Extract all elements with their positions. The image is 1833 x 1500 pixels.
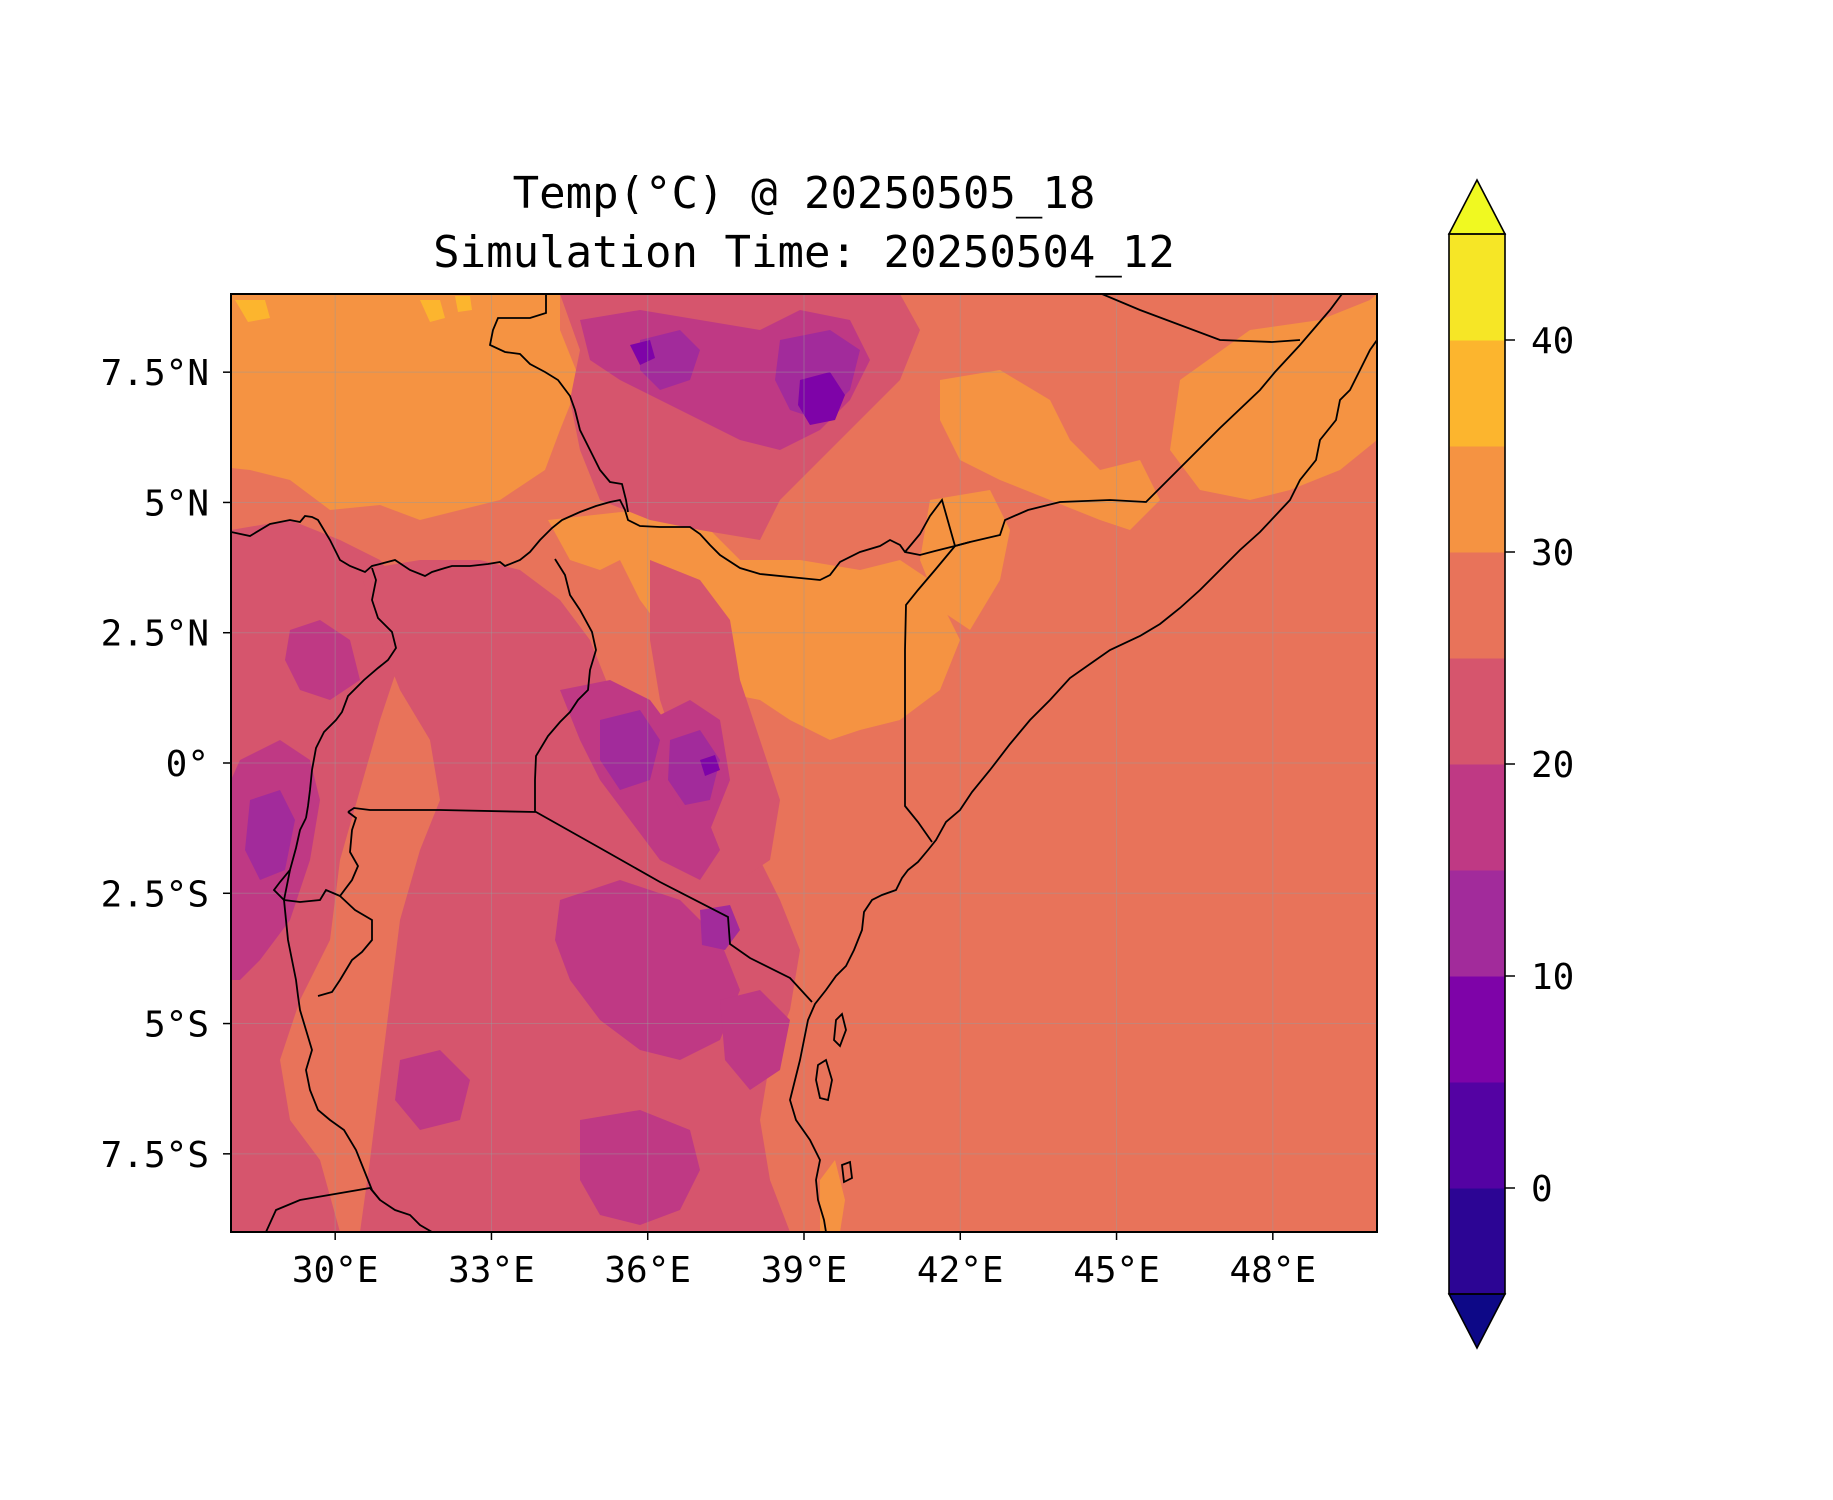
border-ethiopia-somalia [954,294,1343,547]
border-uganda-west [305,567,397,819]
colorbar-segment [1449,234,1505,341]
island-pemba [833,1012,847,1048]
colorbar-segment [1449,764,1505,871]
y-tick-label: 7.5°S [101,1135,209,1176]
colorbar-segment [1449,658,1505,765]
border-kenya-ethiopia [904,498,956,553]
coastline-somalia [789,339,1377,1232]
border-zambia-tanzania [265,1187,433,1232]
islands [815,1012,853,1184]
colorbar-segment [1449,1188,1505,1295]
border-somaliland [1101,294,1301,343]
border-south-sudan-north [231,498,971,581]
x-tick-label: 48°E [1229,1250,1316,1291]
map-gridlines [231,294,1377,1232]
y-tick-label: 7.5°N [101,353,209,394]
border-south-sudan-ethiopia [488,294,629,513]
island-mafia [841,1160,853,1184]
colorbar-tick-label: 30 [1531,533,1574,574]
y-tick-label: 2.5°S [101,874,209,915]
colorbar-segment [1449,340,1505,447]
temperature-field-35-40 [235,296,472,322]
chart-title-line2: Simulation Time: 20250504_12 [433,227,1175,278]
border-uganda-kenya [534,558,597,812]
x-axis-ticks: 30°E 33°E 36°E 39°E 42°E 45°E 48°E [292,1232,1316,1291]
colorbar-segment [1449,976,1505,1083]
x-tick-label: 36°E [604,1250,691,1291]
x-tick-label: 30°E [292,1250,379,1291]
x-tick-label: 45°E [1073,1250,1160,1291]
y-tick-label: 5°S [144,1005,209,1046]
chart-title-line1: Temp(°C) @ 20250505_18 [513,168,1096,219]
temperature-field-5-10 [630,340,845,776]
colorbar-extend-under [1447,1293,1507,1350]
border-tanzania-north [347,807,813,1003]
border-rwanda-burundi [272,811,360,903]
colorbar: 0 10 20 30 40 [1447,178,1574,1350]
colorbar-segment [1449,1082,1505,1189]
y-tick-label: 5°N [144,483,209,524]
colorbar-extend-over [1447,178,1507,235]
border-lake-tanganyika-west [283,869,381,1201]
y-axis-ticks: 7.5°N 5°N 2.5°N 0° 2.5°S 5°S 7.5°S [101,353,231,1176]
colorbar-tick-label: 10 [1531,957,1574,998]
x-tick-label: 39°E [761,1250,848,1291]
x-tick-label: 33°E [448,1250,535,1291]
colorbar-segment [1449,552,1505,659]
x-tick-label: 42°E [917,1250,1004,1291]
colorbar-segment [1449,446,1505,553]
colorbar-tick-label: 40 [1531,321,1574,362]
map-panel [231,294,1377,1232]
colorbar-tick-label: 0 [1531,1169,1553,1210]
y-tick-label: 0° [166,744,209,785]
colorbar-segment [1449,870,1505,977]
y-tick-label: 2.5°N [101,614,209,655]
border-kenya-somalia [904,545,956,843]
colorbar-tick-label: 20 [1531,745,1574,786]
border-burundi-tanzania [317,895,373,997]
island-zanzibar [815,1058,833,1102]
country-borders [231,294,1377,1232]
